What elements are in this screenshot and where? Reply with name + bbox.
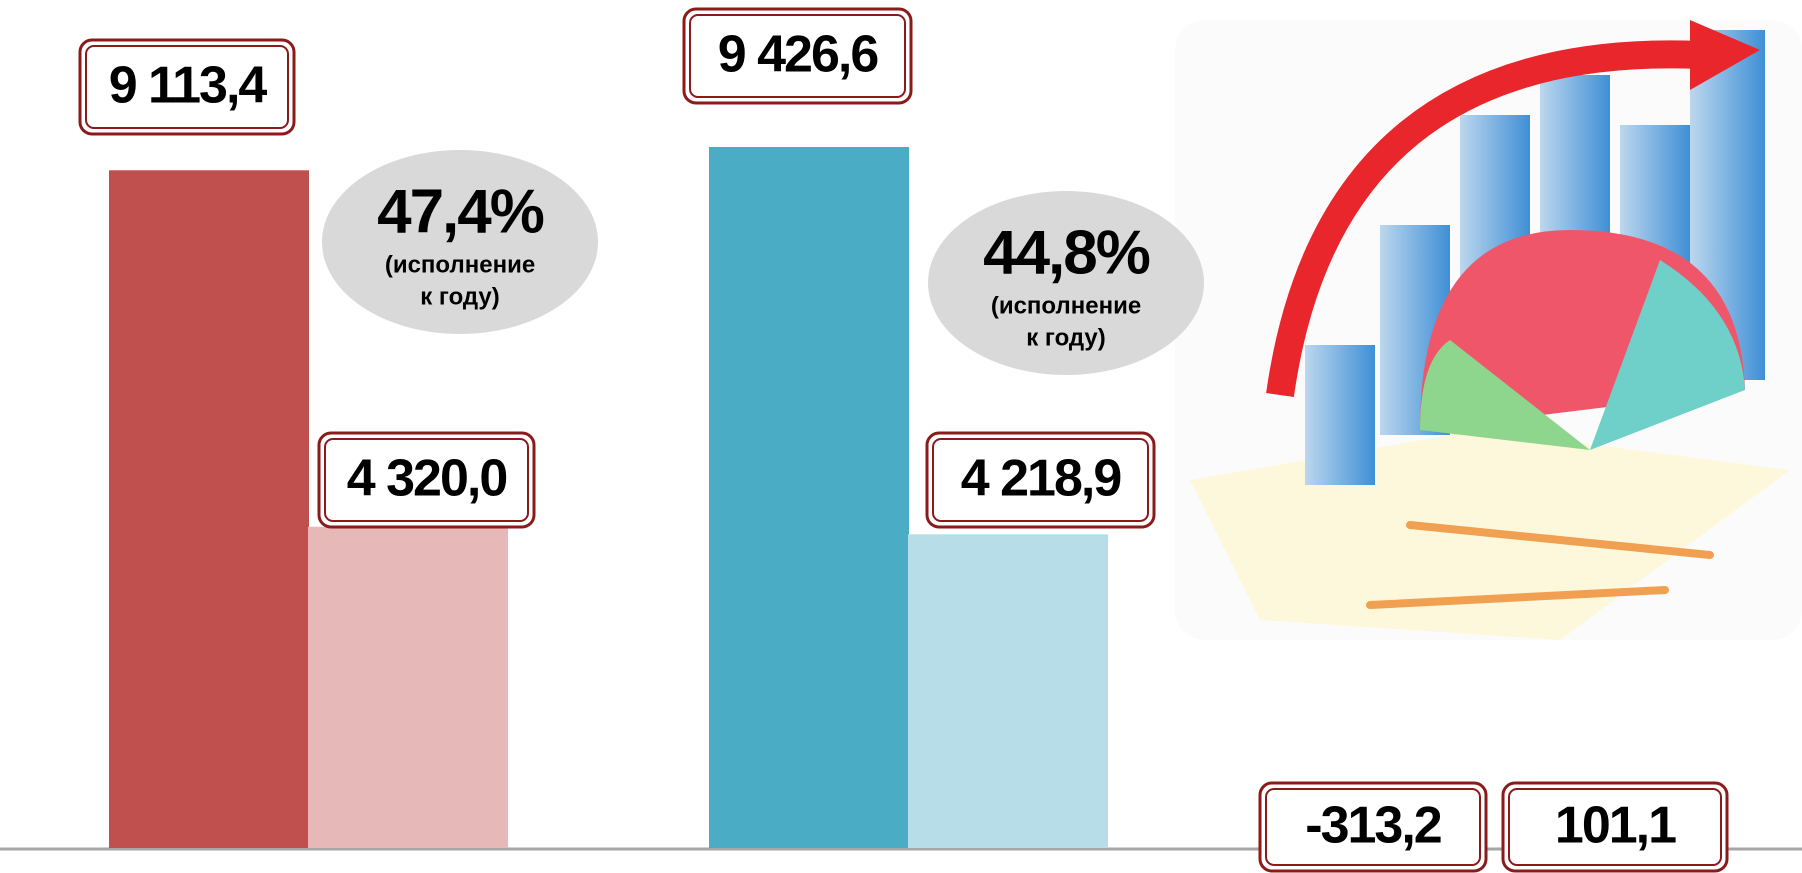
value-label-text: 9 113,4 [109, 57, 268, 115]
value-label: 9 113,4 [80, 40, 294, 134]
bar [109, 170, 309, 848]
value-label: 4 320,0 [319, 433, 534, 527]
extra-value-text: 101,1 [1555, 797, 1676, 855]
slide: 9 113,4 4 320,0 9 426,6 4 218,9 47,4% (исполн… [0, 0, 1802, 873]
value-label: 4 218,9 [927, 433, 1154, 527]
percent-label: 44,8% [983, 218, 1150, 287]
value-label-text: 9 426,6 [718, 26, 879, 84]
extra-value-text: -313,2 [1305, 797, 1441, 855]
percent-note: (исполнение [991, 292, 1141, 319]
decorative-illustration [1175, 20, 1802, 830]
percent-note: к году) [1026, 324, 1106, 351]
bar [308, 527, 508, 848]
bar [709, 147, 909, 848]
value-label: 9 426,6 [684, 9, 911, 103]
percent-note: (исполнение [385, 251, 535, 278]
percent-note: к году) [420, 283, 500, 310]
percent-label: 47,4% [377, 177, 544, 246]
value-label-text: 4 218,9 [961, 450, 1121, 508]
extra-value: -313,2 [1260, 783, 1486, 871]
bar [908, 534, 1108, 848]
extra-value: 101,1 [1503, 783, 1727, 871]
value-label-text: 4 320,0 [347, 450, 507, 508]
